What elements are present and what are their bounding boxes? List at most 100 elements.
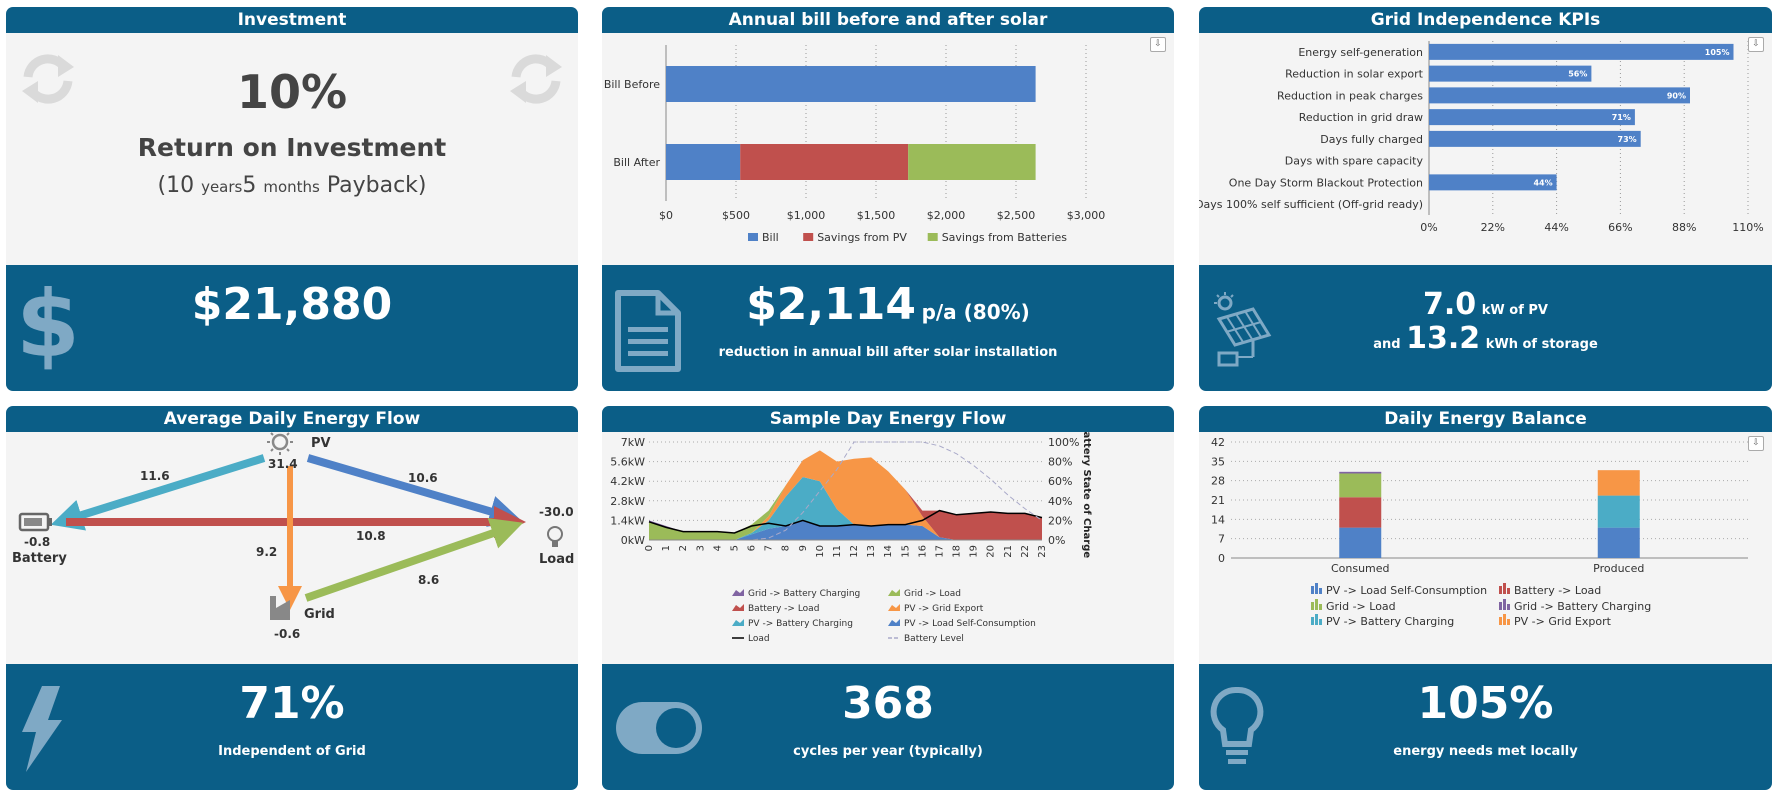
day-y2-tick: 20% <box>1048 514 1072 527</box>
pv-value: 31.4 <box>268 457 298 471</box>
bal-bar <box>1339 497 1382 528</box>
bal-legend-swatch <box>1315 599 1318 610</box>
flow-pv-to-battery: 11.6 <box>140 469 170 483</box>
bal-y-tick: 42 <box>1211 436 1225 449</box>
bal-legend-swatch <box>1499 586 1502 594</box>
independence-percent: 71% <box>239 678 345 729</box>
bill-category-label: Bill Before <box>604 78 660 91</box>
day-x-tick: 2 <box>678 545 689 551</box>
pv-unit: kW of PV <box>1481 303 1548 318</box>
bal-legend-swatch <box>1499 602 1502 610</box>
day-legend-swatch <box>888 619 900 626</box>
bill-legend-swatch <box>748 233 758 241</box>
grid-label: Grid <box>304 607 335 622</box>
energy-flow-diagram: PV 31.4 -0.8 Battery -30.0 Load Grid -0.… <box>12 429 574 641</box>
payback-months-unit: months <box>263 178 320 196</box>
kpi-title: Grid Independence KPIs <box>1199 7 1772 33</box>
bal-bar <box>1339 471 1382 474</box>
day-x-tick: 19 <box>969 545 980 558</box>
flow-pv-to-grid: 9.2 <box>256 545 277 559</box>
solar-panel-icon <box>1214 292 1272 367</box>
day-x-tick: 6 <box>747 545 758 551</box>
balance-title: Daily Energy Balance <box>1199 406 1772 432</box>
kpi-data-label: 73% <box>1618 135 1637 144</box>
annual-bill-chart: $0 $500 $1,000 $1,500 $2,000 $2,500 $3,000 Bill… <box>604 45 1106 244</box>
kpi-x-tick: 44% <box>1544 221 1568 234</box>
kpi-bottom-panel: 7.0 kW of PV and 13.2 kWh of storage <box>1199 265 1772 391</box>
lightbulb-icon-large <box>1210 686 1264 764</box>
day-legend-label: Battery -> Load <box>748 604 819 614</box>
pv-size: 7.0 kW of PV <box>1199 287 1772 322</box>
bal-legend-swatch <box>1319 619 1322 625</box>
flow-battery-to-load: 10.8 <box>356 529 386 543</box>
kpi-category-label: Reduction in grid draw <box>1299 111 1423 124</box>
investment-amount: $21,880 <box>191 279 393 330</box>
day-legend-swatch <box>732 619 744 626</box>
toggle-icon <box>616 702 702 754</box>
sample-day-chart-panel: 0kW 1.4kW 2.8kW 4.2kW 5.6kW 7kW 0% 20% 40% 60% 80%… <box>602 424 1174 672</box>
battery-value: -0.8 <box>24 535 50 549</box>
day-x-tick: 4 <box>712 545 723 551</box>
day-y2-tick: 80% <box>1048 456 1072 469</box>
bill-x-tick: $1,000 <box>787 209 826 222</box>
kpi-x-tick: 0% <box>1420 221 1437 234</box>
kpi-category-label: Days 100% self sufficient (Off-grid read… <box>1199 198 1423 211</box>
bal-legend-label: PV -> Battery Charging <box>1326 615 1454 628</box>
battery-icon <box>18 512 52 532</box>
energy-flow-card: Average Daily Energy Flow <box>6 406 578 790</box>
cycles-value: 368 <box>842 678 934 729</box>
payback-close: Payback) <box>326 173 427 198</box>
bal-legend-label: PV -> Load Self-Consumption <box>1326 584 1487 597</box>
annual-bill-title: Annual bill before and after solar <box>602 7 1174 33</box>
download-icon-balance[interactable]: ⇩ <box>1748 436 1764 451</box>
day-x-tick: 15 <box>900 545 911 558</box>
bal-y-tick: 35 <box>1211 455 1225 468</box>
bal-legend-swatch <box>1503 599 1506 610</box>
bill-x-tick: $3,000 <box>1067 209 1106 222</box>
payback-open: (10 <box>157 173 195 198</box>
day-line <box>648 509 1043 534</box>
kpi-bar <box>1429 109 1635 126</box>
bill-legend-label: Bill <box>762 231 779 244</box>
kpi-data-label: 44% <box>1533 178 1552 187</box>
bal-bar <box>1597 495 1640 528</box>
kpi-bar <box>1429 65 1592 82</box>
bill-bar <box>740 144 909 180</box>
bal-legend-swatch <box>1499 617 1502 625</box>
day-y2-tick: 0% <box>1048 534 1065 547</box>
energy-flow-title: Average Daily Energy Flow <box>6 406 578 432</box>
kpi-card: Grid Independence KPIs ⇩ 0% 22% 44% 66% 88% 1… <box>1199 7 1772 391</box>
day-y-tick: 2.8kW <box>610 495 645 508</box>
day-y-tick: 4.2kW <box>610 475 645 488</box>
kpi-bar <box>1429 174 1557 191</box>
investment-top-panel: 10% Return on Investment (10 years5 mont… <box>6 33 578 273</box>
bal-legend-swatch <box>1503 614 1506 625</box>
day-area <box>649 450 1042 540</box>
sample-day-bottom-panel: 368 cycles per year (typically) <box>602 664 1174 790</box>
lightbulb-icon <box>547 526 563 547</box>
day-legend-swatch <box>888 589 900 596</box>
pv-value: 7.0 <box>1423 287 1477 322</box>
bal-legend-label: PV -> Grid Export <box>1514 615 1612 628</box>
balance-chart-panel: ⇩ 0 7 14 21 28 35 42 Consumed Produced PV -> Load… <box>1199 432 1772 672</box>
kpi-chart: 0% 22% 44% 66% 88% 110% Energy self-generation… <box>1199 41 1764 234</box>
investment-card: Investment 10% Return on Investment (10 … <box>6 7 578 391</box>
download-icon-kpi[interactable]: ⇩ <box>1748 37 1764 52</box>
bal-category-label: Consumed <box>1331 562 1390 575</box>
bal-legend-swatch <box>1311 617 1314 625</box>
document-icon <box>615 290 681 372</box>
savings-headline: $2,114 p/a (80%) <box>602 279 1174 330</box>
storage-size: and 13.2 kWh of storage <box>1199 321 1772 356</box>
bal-legend-swatch <box>1507 619 1510 625</box>
independence-label: Independent of Grid <box>218 744 366 759</box>
investment-bottom-panel: $ $21,880 <box>6 265 578 391</box>
arrow-grid-to-load <box>304 518 524 602</box>
day-x-tick: 21 <box>1003 545 1014 558</box>
day-legend-swatch <box>732 589 744 596</box>
download-icon[interactable]: ⇩ <box>1150 37 1166 52</box>
day-x-tick: 7 <box>764 545 775 551</box>
day-x-tick: 0 <box>644 545 655 551</box>
day-legend-swatch <box>888 604 900 611</box>
bill-x-tick: $2,000 <box>927 209 966 222</box>
day-x-tick: 3 <box>695 545 706 551</box>
